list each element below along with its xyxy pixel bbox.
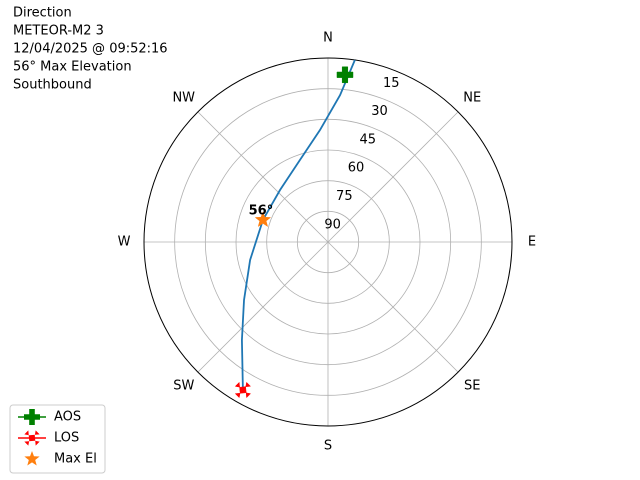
theta-tick-label: SE [464, 379, 480, 394]
theta-tick-label: NW [172, 90, 195, 105]
r-tick-label: 15 [383, 76, 400, 91]
legend-label: LOS [54, 431, 79, 446]
r-tick-label: 30 [371, 104, 388, 119]
r-tick-label: 45 [360, 132, 377, 147]
legend-label: AOS [54, 410, 81, 425]
grid-ring [204, 118, 452, 366]
r-tick-label: 90 [324, 217, 341, 232]
grid-ring [174, 88, 482, 396]
grid-ring [235, 149, 421, 335]
theta-tick-label: W [118, 235, 131, 250]
theta-tick-label: E [528, 235, 536, 250]
marker [254, 211, 272, 228]
marker [234, 381, 252, 399]
marker [336, 66, 354, 84]
theta-tick-label: N [323, 31, 333, 46]
r-tick-label: 60 [348, 161, 365, 176]
legend-marker [24, 409, 40, 425]
theta-tick-label: S [324, 439, 332, 454]
annotation: 56° [249, 203, 274, 218]
legend-marker [24, 451, 40, 466]
title-line: 56° Max Elevation [13, 60, 132, 75]
r-tick-label: 75 [336, 189, 353, 204]
title-line: Direction [13, 6, 72, 21]
title-line: 12/04/2025 @ 09:52:16 [13, 42, 168, 57]
legend-label: Max El [54, 452, 97, 467]
theta-tick-label: SW [173, 379, 194, 394]
track-line [241, 59, 356, 391]
theta-tick-label: NE [463, 90, 481, 105]
legend-marker [24, 430, 40, 446]
grid-ring [266, 180, 390, 304]
grid-ring [296, 210, 360, 274]
title-line: METEOR-M2 3 [13, 24, 104, 39]
polar-frame [143, 57, 513, 427]
title-line: Southbound [13, 78, 92, 93]
